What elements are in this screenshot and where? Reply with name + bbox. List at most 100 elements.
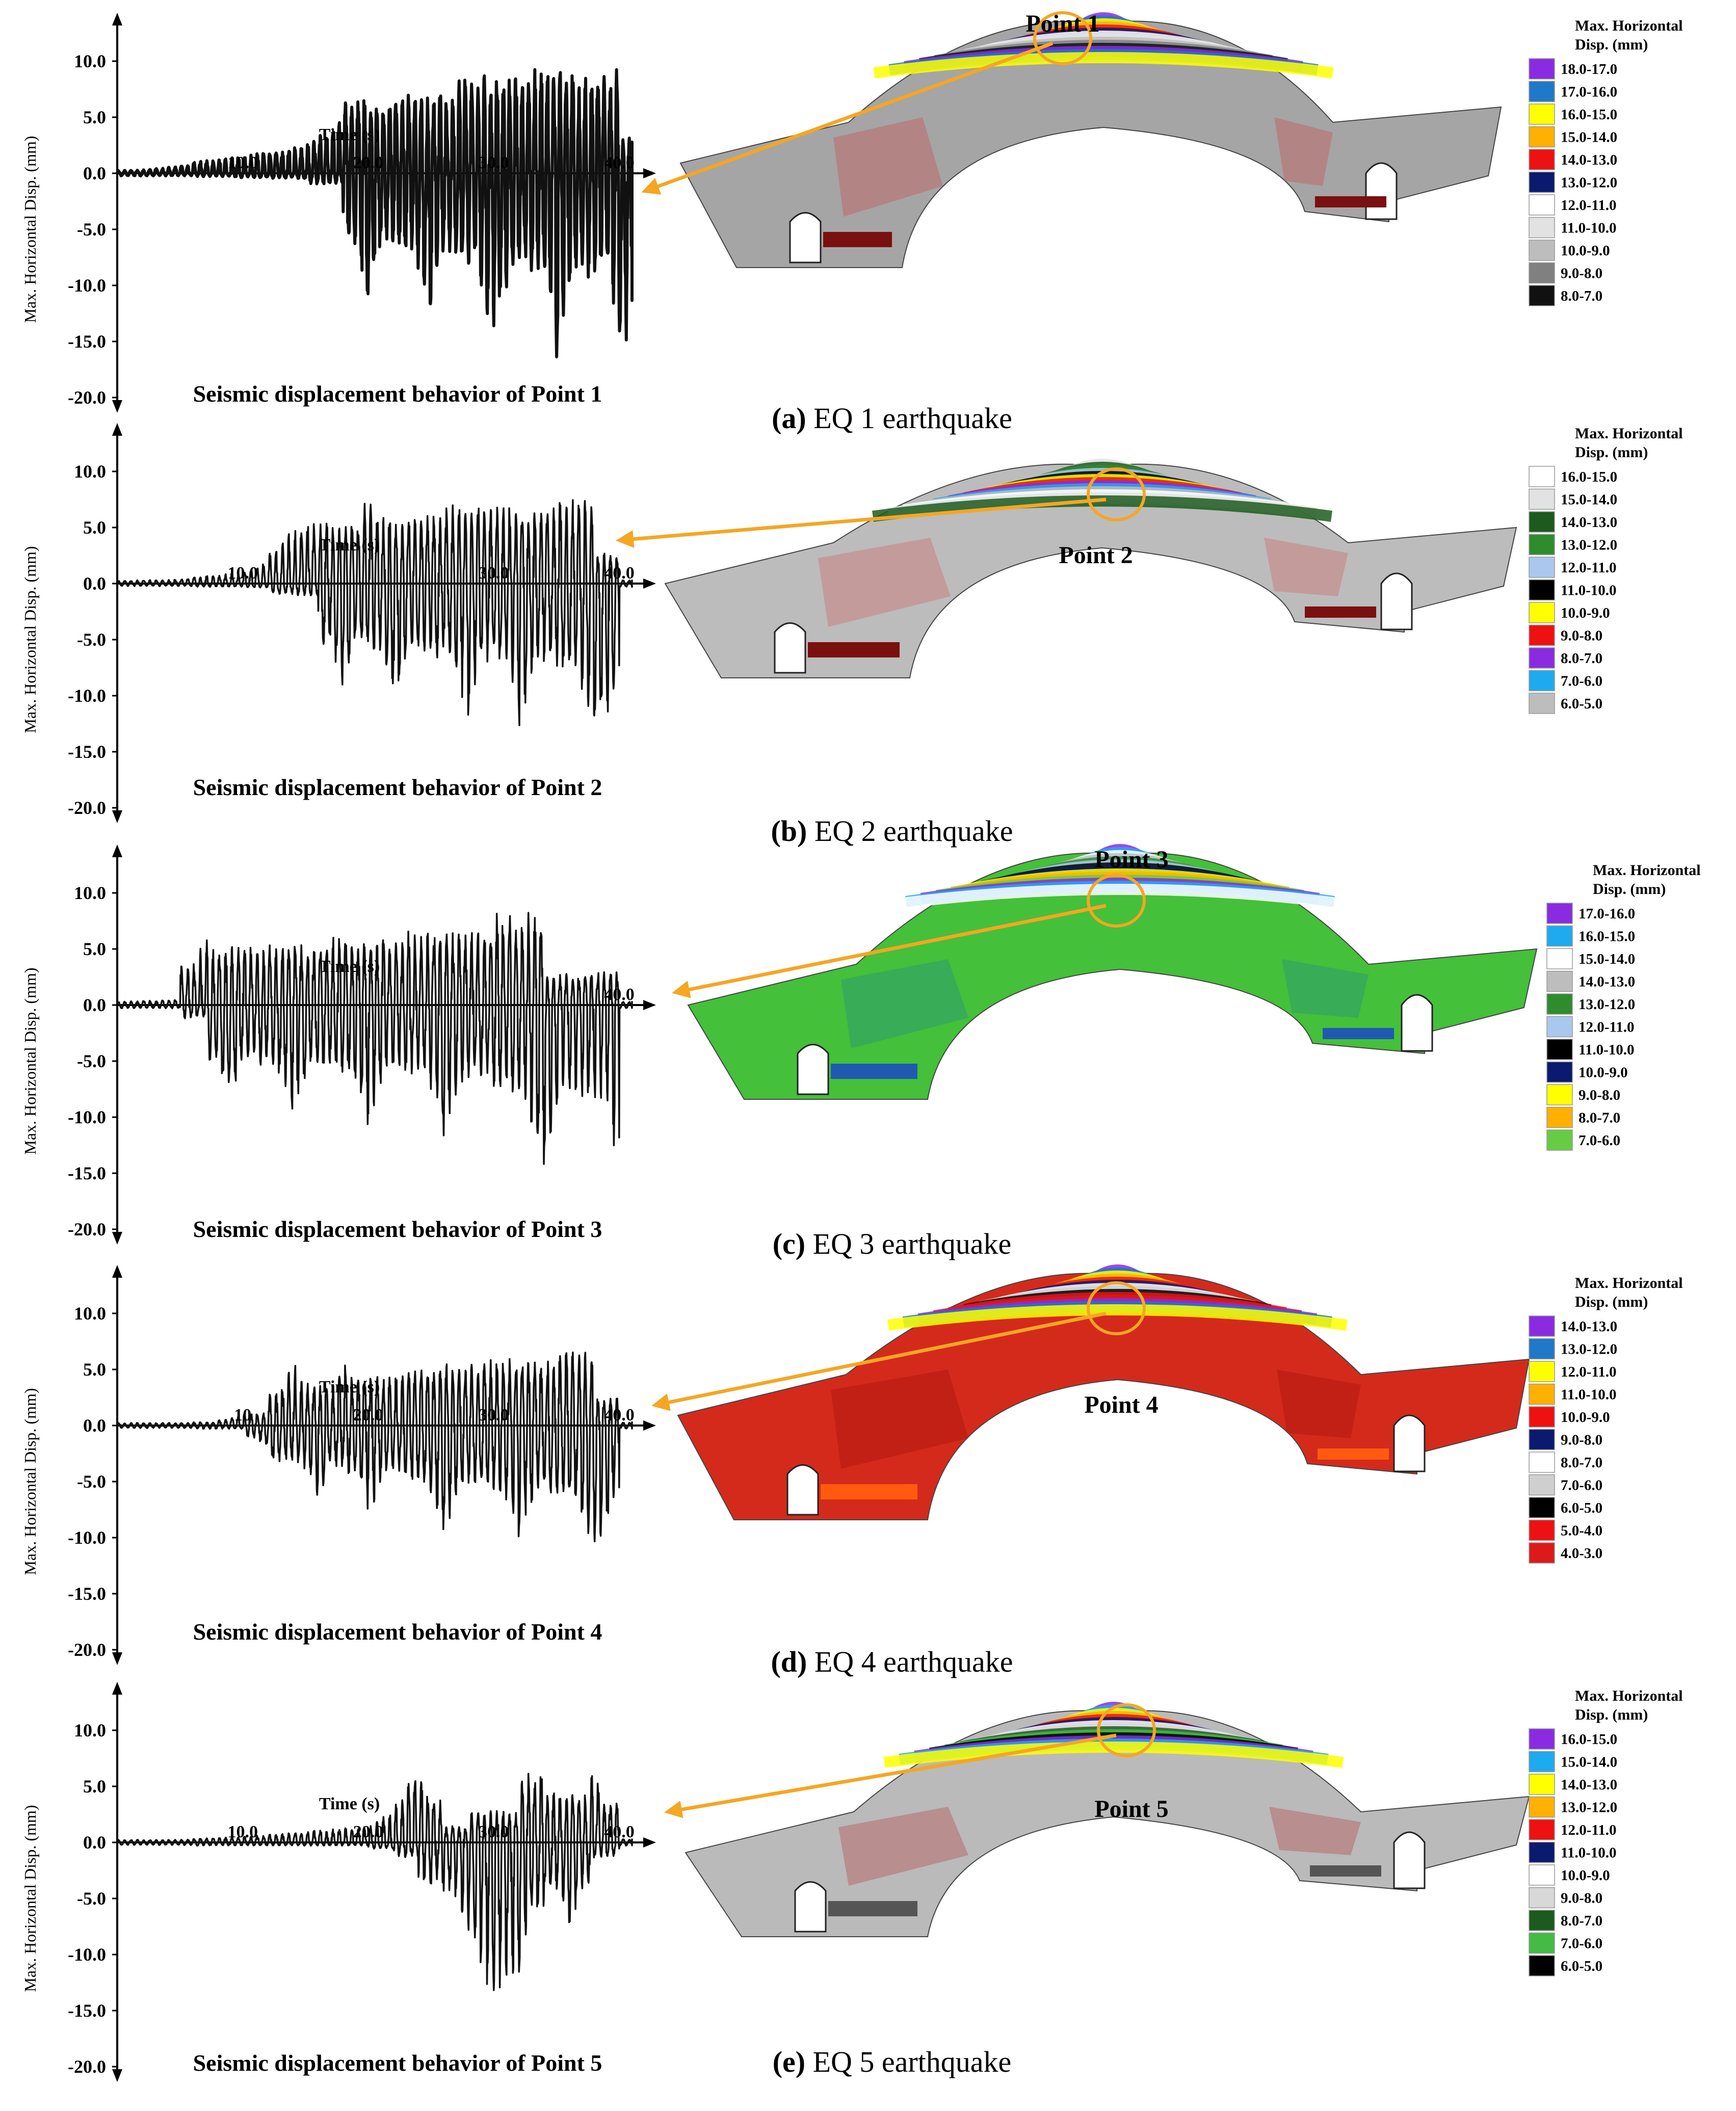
y-tick-label: 10.0	[74, 1720, 106, 1740]
legend-title: Disp. (mm)	[1575, 1706, 1648, 1723]
y-tick-label: 10.0	[74, 1303, 106, 1324]
legend-swatch	[1529, 1887, 1555, 1909]
panel-caption: (e) EQ 5 earthquake	[773, 2045, 1012, 2078]
point-label: Point 5	[1094, 1796, 1168, 1823]
x-axis-arrow	[643, 1837, 656, 1848]
y-tick-label: -15.0	[68, 331, 106, 352]
y-axis-arrow-bottom	[112, 1652, 122, 1665]
y-axis-arrow-top	[112, 423, 122, 436]
legend-swatch	[1529, 1429, 1555, 1450]
relief-opening	[774, 622, 806, 674]
y-axis-label: Max. Horizontal Disp. (mm)	[21, 1805, 39, 1992]
panel-caption: (c) EQ 3 earthquake	[773, 1227, 1012, 1260]
legend-label: 14.0-13.0	[1561, 1777, 1617, 1793]
legend-swatch	[1529, 1910, 1555, 1931]
y-tick-label: -20.0	[68, 1219, 106, 1239]
base-strip	[831, 1064, 917, 1079]
legend-label: 10.0-9.0	[1579, 1065, 1628, 1081]
panel-c: 10.0 5.0 0.0 -5.0 -10.0 -15.0 -20.0 Max. Horizo…	[21, 844, 1701, 1260]
caption-letter: (c)	[773, 1227, 805, 1260]
legend-label: 15.0-14.0	[1561, 492, 1617, 508]
x-axis-arrow	[643, 168, 656, 178]
legend-swatch	[1529, 647, 1555, 669]
x-axis-arrow	[643, 1420, 656, 1431]
y-tick-label: 5.0	[83, 1776, 106, 1797]
legend-label: 12.0-11.0	[1561, 560, 1617, 576]
contour-region	[1277, 1369, 1361, 1438]
legend-label: 11.0-10.0	[1579, 1042, 1635, 1058]
point-highlight	[1033, 11, 1092, 65]
y-tick-label: -15.0	[68, 1584, 106, 1604]
legend-label: 14.0-13.0	[1579, 974, 1635, 990]
legend-swatch	[1529, 1474, 1555, 1496]
legend-label: 8.0-7.0	[1561, 288, 1602, 304]
legend-label: 12.0-11.0	[1561, 197, 1617, 214]
caption-letter: (e)	[773, 2045, 805, 2078]
point-highlight	[1087, 467, 1146, 521]
legend-label: 8.0-7.0	[1561, 1455, 1602, 1471]
legend-label: 7.0-6.0	[1579, 1132, 1620, 1149]
legend-title: Max. Horizontal	[1575, 1687, 1683, 1704]
relief-opening	[1365, 162, 1398, 220]
legend-label: 8.0-7.0	[1561, 650, 1602, 667]
legend-swatch	[1529, 217, 1555, 239]
contour-legend: Max. Horizontal Disp. (mm) 16.0-15.0 15.0-1…	[1529, 425, 1683, 714]
x-tick-label: 30.0	[479, 1406, 509, 1424]
y-tick-label: 0.0	[83, 1415, 106, 1436]
base-strip	[828, 1901, 917, 1916]
point-arrow	[616, 497, 1107, 548]
legend-swatch	[1546, 970, 1573, 992]
panel-d: 10.0 5.0 0.0 -5.0 -10.0 -15.0 -20.0 Max. Horizo…	[21, 1264, 1683, 1678]
relief-opening	[1393, 1414, 1426, 1472]
legend-swatch	[1529, 240, 1555, 261]
legend-swatch	[1546, 948, 1573, 969]
legend-swatch	[1546, 1039, 1573, 1060]
chart-subtitle: Seismic displacement behavior of Point 4	[193, 1619, 602, 1645]
point-label: Point 2	[1059, 542, 1133, 569]
y-tick-label: 10.0	[74, 51, 106, 71]
caption-letter: (a)	[772, 402, 806, 435]
legend-label: 5.0-4.0	[1561, 1523, 1602, 1539]
y-axis-label: Max. Horizontal Disp. (mm)	[21, 967, 39, 1154]
legend-label: 13.0-12.0	[1561, 1800, 1617, 1816]
legend-swatch	[1529, 1932, 1555, 1954]
series-line	[116, 1351, 633, 1543]
legend-swatch	[1529, 579, 1555, 601]
legend-label: 16.0-15.0	[1561, 1731, 1617, 1748]
legend-swatch	[1546, 993, 1573, 1015]
legend-swatch	[1529, 1841, 1555, 1863]
base-strip	[808, 642, 900, 657]
legend-label: 13.0-12.0	[1579, 996, 1635, 1013]
y-axis-arrow-top	[112, 845, 122, 857]
point-label: Point 4	[1084, 1391, 1158, 1418]
contour-legend: Max. Horizontal Disp. (mm) 16.0-15.0 15.0-1…	[1529, 1687, 1683, 1976]
legend-swatch	[1546, 1016, 1573, 1038]
legend-label: 14.0-13.0	[1561, 152, 1617, 168]
legend-swatch	[1529, 488, 1555, 510]
chart-subtitle: Seismic displacement behavior of Point 5	[193, 2050, 602, 2076]
legend-label: 10.0-9.0	[1561, 243, 1610, 259]
y-axis-label: Max. Horizontal Disp. (mm)	[21, 136, 39, 323]
x-axis-arrow	[643, 578, 656, 589]
legend-swatch	[1529, 1338, 1555, 1360]
contour-legend: Max. Horizontal Disp. (mm) 17.0-16.0 16.0-1…	[1546, 862, 1701, 1151]
legend-label: 15.0-14.0	[1579, 951, 1635, 967]
x-tick-label: 40.0	[604, 1406, 635, 1424]
x-tick-label: 20.0	[353, 1406, 384, 1424]
legend-swatch	[1529, 1819, 1555, 1840]
legend-swatch	[1529, 1383, 1555, 1405]
y-tick-label: -5.0	[77, 629, 106, 650]
legend-label: 11.0-10.0	[1561, 1845, 1617, 1861]
legend-title: Max. Horizontal	[1575, 17, 1683, 34]
caption-text: EQ 4 earthquake	[807, 1645, 1013, 1678]
legend-title: Disp. (mm)	[1593, 881, 1666, 898]
bridge-model: Point 3	[672, 844, 1538, 1100]
legend-swatch	[1529, 511, 1555, 533]
series-line	[116, 912, 633, 1165]
legend-title: Disp. (mm)	[1575, 36, 1648, 53]
panel-e: 10.0 5.0 0.0 -5.0 -10.0 -15.0 -20.0 Max. Horizo…	[21, 1682, 1683, 2082]
legend-label: 11.0-10.0	[1561, 583, 1617, 599]
y-tick-label: -20.0	[68, 387, 106, 408]
x-axis-label: Time (s)	[319, 125, 380, 144]
x-tick-label: 10.0	[228, 1823, 258, 1841]
